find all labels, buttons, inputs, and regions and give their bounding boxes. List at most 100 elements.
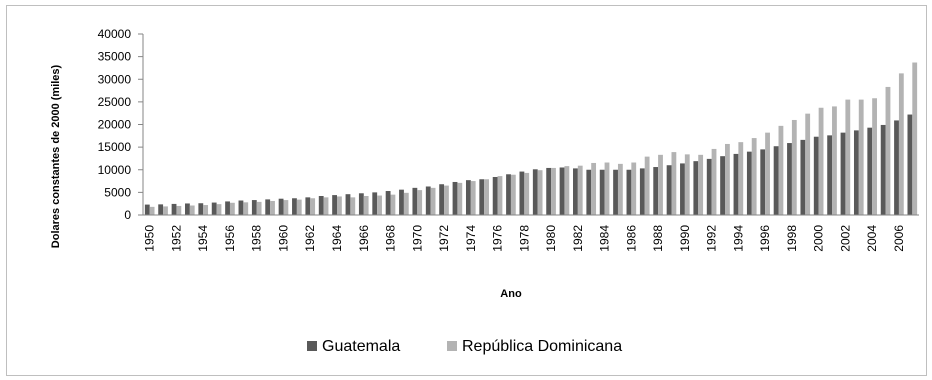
bar-guatemala-1989 <box>666 165 672 215</box>
bar-guatemala-2001 <box>827 135 833 215</box>
bar-guatemala-1961 <box>292 198 297 215</box>
x-tick-label: 2002 <box>838 225 852 252</box>
bar-republica-dominicana-1986 <box>631 162 637 215</box>
x-tick-label: 1956 <box>223 225 237 252</box>
x-tick-label: 1962 <box>303 225 317 252</box>
bar-republica-dominicana-1961 <box>296 199 302 215</box>
bar-guatemala-1994 <box>733 153 739 215</box>
bar-guatemala-1950 <box>144 204 150 215</box>
y-tick-label: 15000 <box>98 140 132 154</box>
y-axis-title: Dolares constantes de 2000 (miles) <box>50 64 62 248</box>
y-tick-label: 40000 <box>98 27 132 41</box>
bar-guatemala-1952 <box>171 203 177 215</box>
bar-republica-dominicana-1956 <box>229 202 235 215</box>
bar-republica-dominicana-2001 <box>832 106 837 215</box>
bar-republica-dominicana-1975 <box>484 179 489 215</box>
bar-republica-dominicana-1974 <box>470 181 476 215</box>
chart-frame: 0 5000 10000 15000 20000 25000 30000 35000 40000… <box>6 5 927 376</box>
bar-republica-dominicana-1991 <box>698 154 704 215</box>
bar-republica-dominicana-2000 <box>818 107 824 215</box>
bar-republica-dominicana-1976 <box>497 176 503 215</box>
bar-republica-dominicana-1960 <box>283 200 289 215</box>
bar-guatemala-1951 <box>158 204 164 215</box>
bar-guatemala-1990 <box>680 163 685 215</box>
bar-republica-dominicana-1977 <box>510 174 516 215</box>
bar-republica-dominicana-1982 <box>577 165 583 215</box>
x-tick-label: 1998 <box>785 225 799 252</box>
bar-guatemala-1959 <box>265 199 271 215</box>
bar-guatemala-1991 <box>693 161 699 215</box>
bar-republica-dominicana-1981 <box>564 166 570 215</box>
x-tick-label: 1974 <box>464 225 478 252</box>
bar-republica-dominicana-1965 <box>350 197 356 215</box>
x-tick-label: 1950 <box>143 225 157 252</box>
bar-guatemala-1981 <box>559 167 565 215</box>
bar-guatemala-2003 <box>853 130 859 215</box>
bar-republica-dominicana-1971 <box>430 187 436 215</box>
bar-guatemala-1965 <box>345 194 351 215</box>
bar-guatemala-1955 <box>211 202 217 215</box>
bar-guatemala-1984 <box>599 169 605 215</box>
bar-guatemala-1972 <box>439 184 445 215</box>
bar-guatemala-1980 <box>546 167 552 215</box>
bar-guatemala-1967 <box>372 192 378 216</box>
bar-republica-dominicana-1993 <box>725 143 730 215</box>
bar-republica-dominicana-1972 <box>444 185 449 215</box>
bar-guatemala-1963 <box>318 196 324 215</box>
legend-label: República Dominicana <box>462 338 622 355</box>
x-tick-label: 1982 <box>571 225 585 252</box>
bar-guatemala-1962 <box>305 197 311 215</box>
chart-legend: Guatemala República Dominicana <box>307 338 622 355</box>
bar-republica-dominicana-1989 <box>671 152 677 215</box>
bar-republica-dominicana-2006 <box>898 73 904 216</box>
bar-republica-dominicana-1964 <box>337 196 342 215</box>
x-tick-label: 1970 <box>410 225 424 252</box>
x-tick-label: 1996 <box>758 225 772 252</box>
x-tick-label: 1976 <box>491 225 505 252</box>
bar-republica-dominicana-1998 <box>791 119 797 215</box>
bar-guatemala-1982 <box>573 168 578 215</box>
bar-guatemala-1992 <box>706 158 712 215</box>
y-tick-label: 20000 <box>98 118 132 132</box>
y-axis-tick-marks <box>138 33 143 216</box>
bar-guatemala-1997 <box>773 146 779 215</box>
bar-guatemala-1986 <box>626 169 632 215</box>
legend-swatch <box>307 341 317 351</box>
x-tick-label: 1954 <box>196 225 210 252</box>
bar-republica-dominicana-2003 <box>858 99 864 215</box>
bar-republica-dominicana-1996 <box>765 132 770 215</box>
bar-guatemala-1973 <box>452 181 458 215</box>
bar-republica-dominicana-1967 <box>377 195 382 215</box>
bar-guatemala-1956 <box>225 201 230 215</box>
bar-republica-dominicana-2004 <box>872 98 877 215</box>
x-tick-label: 1952 <box>169 225 183 252</box>
bar-republica-dominicana-1992 <box>711 148 717 215</box>
bar-republica-dominicana-1955 <box>216 204 222 215</box>
bar-republica-dominicana-2007 <box>912 62 918 216</box>
bar-guatemala-1968 <box>385 191 391 215</box>
chart-bars <box>144 62 918 216</box>
bar-republica-dominicana-1958 <box>256 201 262 215</box>
bar-guatemala-1954 <box>198 203 204 215</box>
bar-guatemala-1979 <box>532 169 538 215</box>
bar-republica-dominicana-1985 <box>617 163 623 215</box>
bar-guatemala-1985 <box>613 169 618 215</box>
x-tick-label: 1964 <box>330 225 344 252</box>
x-tick-label: 1966 <box>357 225 371 252</box>
bar-republica-dominicana-1980 <box>551 167 556 215</box>
bar-guatemala-1983 <box>586 169 592 215</box>
bar-guatemala-1977 <box>506 174 511 215</box>
bar-republica-dominicana-1978 <box>524 172 530 215</box>
bar-guatemala-1976 <box>492 176 498 215</box>
x-tick-label: 1960 <box>276 225 290 252</box>
y-tick-label: 10000 <box>98 163 132 177</box>
bar-guatemala-2005 <box>880 124 886 215</box>
bar-guatemala-1969 <box>399 189 404 215</box>
bar-republica-dominicana-1990 <box>684 154 690 215</box>
bar-guatemala-1966 <box>358 193 364 215</box>
y-tick-label: 0 <box>124 208 131 222</box>
bar-republica-dominicana-1969 <box>403 192 409 215</box>
x-tick-label: 1994 <box>731 225 745 252</box>
bar-guatemala-1998 <box>787 143 792 215</box>
x-tick-label: 2004 <box>865 225 879 252</box>
